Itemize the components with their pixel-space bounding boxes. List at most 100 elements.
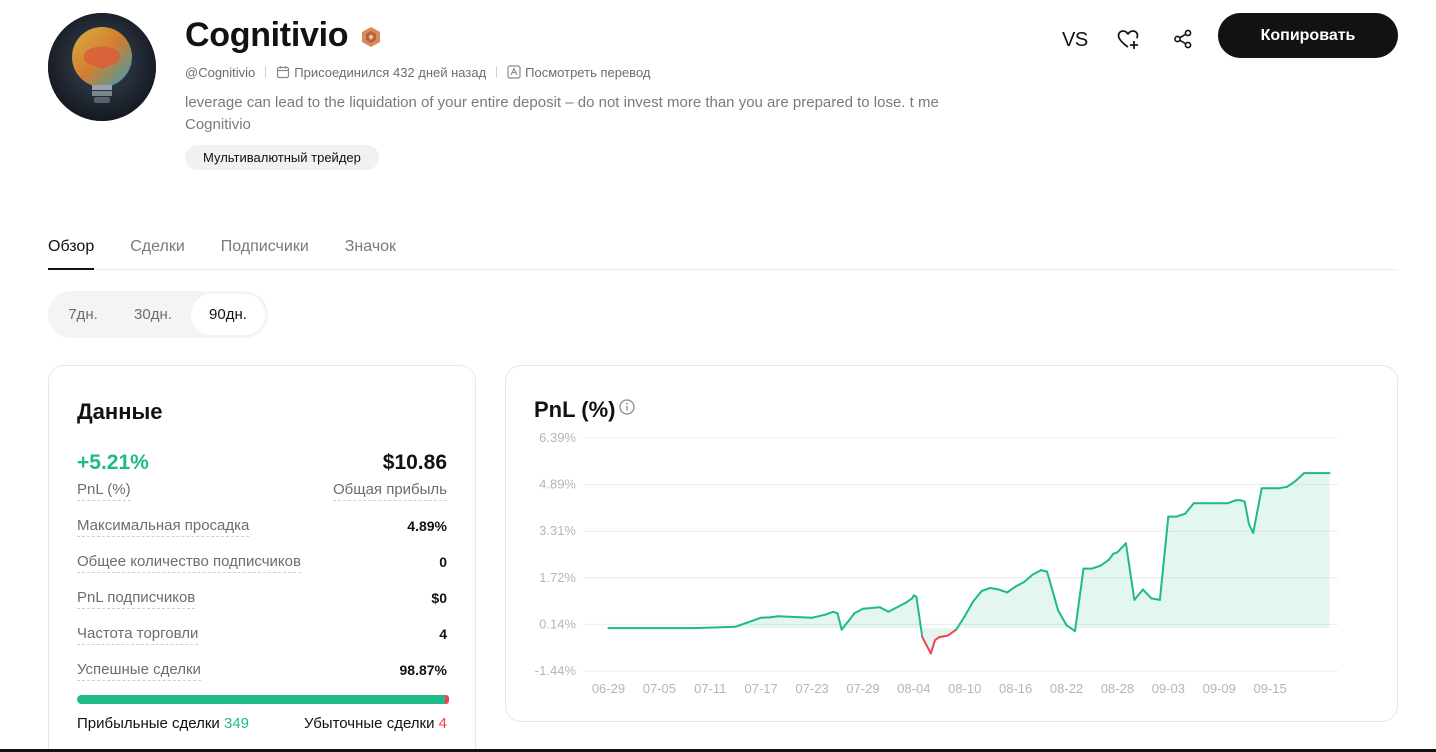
pnl-line-segment [980,587,992,592]
pnl-line-segment [938,634,949,639]
tab-badge[interactable]: Значок [344,238,397,255]
pnl-line-segment [1184,502,1195,515]
info-icon[interactable] [618,398,636,416]
tab-trades[interactable]: Сделки [130,238,185,255]
period-7d-button[interactable]: 7дн. [68,306,98,323]
pnl-chart-card: PnL (%) 6.39% 4.89% 3.31% 1.72% 0.14% -1.44% 0… [505,365,1398,722]
x-tick-label: 09-03 [1152,681,1185,696]
x-tick-label: 06-29 [592,681,625,696]
win-rate-value: 98.87% [399,662,447,678]
pnl-line-segment [1048,579,1060,612]
period-90d-button[interactable]: 90дн. [191,294,265,335]
divider [265,66,267,78]
win-rate-label[interactable]: Успешные сделки [77,661,201,681]
pnl-line-segment [929,639,937,655]
total-profit-value: $10.86 [382,451,447,474]
pnl-line-segment [1277,485,1289,490]
pnl-line-segment [768,615,780,619]
heart-plus-icon[interactable] [1115,26,1141,52]
pnl-line-segment [904,597,914,604]
profile-meta: @Cognitivio Присоединился 432 дней назад… [185,64,650,80]
subscribers-pnl-label[interactable]: PnL подписчиков [77,589,196,609]
pnl-line-segment [921,636,932,655]
x-tick-label: 08-04 [897,681,930,696]
pnl-line-segment [1286,479,1297,488]
pnl-label[interactable]: PnL (%) [77,481,131,501]
view-translation-link[interactable]: Посмотреть перевод [525,64,651,80]
pnl-line-segment [1124,542,1136,601]
trader-name: Cognitivio [185,16,349,54]
trading-frequency-label[interactable]: Частота торговли [77,625,199,645]
period-switch: 7дн. 30дн. 90дн. [48,291,268,338]
pnl-line-segment [1065,624,1076,633]
pnl-line-segment [811,613,826,619]
pnl-line-segment [878,606,890,613]
pnl-line-segment [1116,542,1127,554]
win-rate-bar [77,695,449,704]
pnl-line-segment [1091,564,1102,570]
profitable-trades-label: Прибыльные сделки [77,715,220,732]
profitable-trades-count: 349 [223,715,250,732]
losing-trades: Убыточные сделки 4 [304,715,447,732]
pnl-line-segment [1023,573,1034,583]
period-30d-button[interactable]: 30дн. [134,306,172,323]
max-drawdown-value: 4.89% [407,518,447,534]
pnl-line-segment [955,615,966,631]
profile-bio: leverage can lead to the liquidation of … [185,94,939,133]
pnl-line-segment [836,612,843,631]
share-icon[interactable] [1170,26,1196,52]
y-tick-label: 1.72% [539,570,576,585]
pnl-line-segment [734,616,763,628]
pnl-line-segment [1158,515,1170,601]
pnl-chart[interactable]: 6.39% 4.89% 3.31% 1.72% 0.14% -1.44% 06-29 07-0… [506,366,1397,721]
x-tick-label: 08-28 [1101,681,1134,696]
pnl-value: +5.21% [77,451,149,474]
subscribers-count-label[interactable]: Общее количество подписчиков [77,553,301,573]
max-drawdown-label[interactable]: Максимальная просадка [77,517,250,537]
compare-vs-button[interactable]: VS [1062,29,1088,51]
stats-title: Данные [77,399,163,424]
pnl-line-segment [1006,585,1017,594]
pnl-line-segment [972,590,983,603]
pnl-line-segment [1046,570,1051,582]
x-tick-label: 08-16 [999,681,1032,696]
tab-subscribers[interactable]: Подписчики [220,238,309,255]
pnl-line-segment [1108,552,1115,561]
pnl-line-segment [1099,558,1110,567]
pnl-line-segment [1243,500,1250,525]
loss-segment [445,695,449,704]
pnl-line-segment [1031,569,1043,576]
chart-title: PnL (%) [534,397,616,422]
losing-trades-count: 4 [438,715,447,732]
x-tick-label: 08-10 [948,681,981,696]
calendar-icon [276,65,290,79]
pnl-line-segment [915,595,924,639]
trading-frequency-value: 4 [439,626,447,642]
pnl-line-segment [1252,487,1263,534]
profile-tabs: Обзор Сделки Подписчики Значок [48,238,1398,270]
pnl-line-segment [1057,609,1068,627]
x-tick-label: 09-15 [1254,681,1287,696]
pnl-line-segment [997,588,1009,594]
pnl-line-segment [887,601,907,613]
x-tick-label: 07-29 [846,681,879,696]
pnl-line-segment [989,587,1000,591]
y-tick-label: 6.39% [539,430,576,445]
subscribers-count-value: 0 [439,554,447,570]
y-tick-label: 3.31% [539,523,576,538]
translate-icon[interactable] [507,65,521,79]
copy-button[interactable]: Копировать [1218,13,1398,58]
pnl-line-segment [692,625,737,630]
x-tick-label: 07-23 [795,681,828,696]
y-tick-label: -1.44% [535,663,577,678]
trader-type-tag: Мультивалютный трейдер [185,145,379,170]
x-tick-label: 08-22 [1050,681,1083,696]
tab-overview[interactable]: Обзор [48,238,95,270]
total-profit-label[interactable]: Общая прибыль [332,481,447,501]
pnl-line-segment [1014,581,1026,588]
pnl-line-segment [946,628,958,637]
losing-trades-label: Убыточные сделки [304,715,435,732]
pnl-line-segment [1294,472,1306,482]
x-tick-label: 07-17 [745,681,778,696]
window-bottom-edge [0,749,1436,752]
